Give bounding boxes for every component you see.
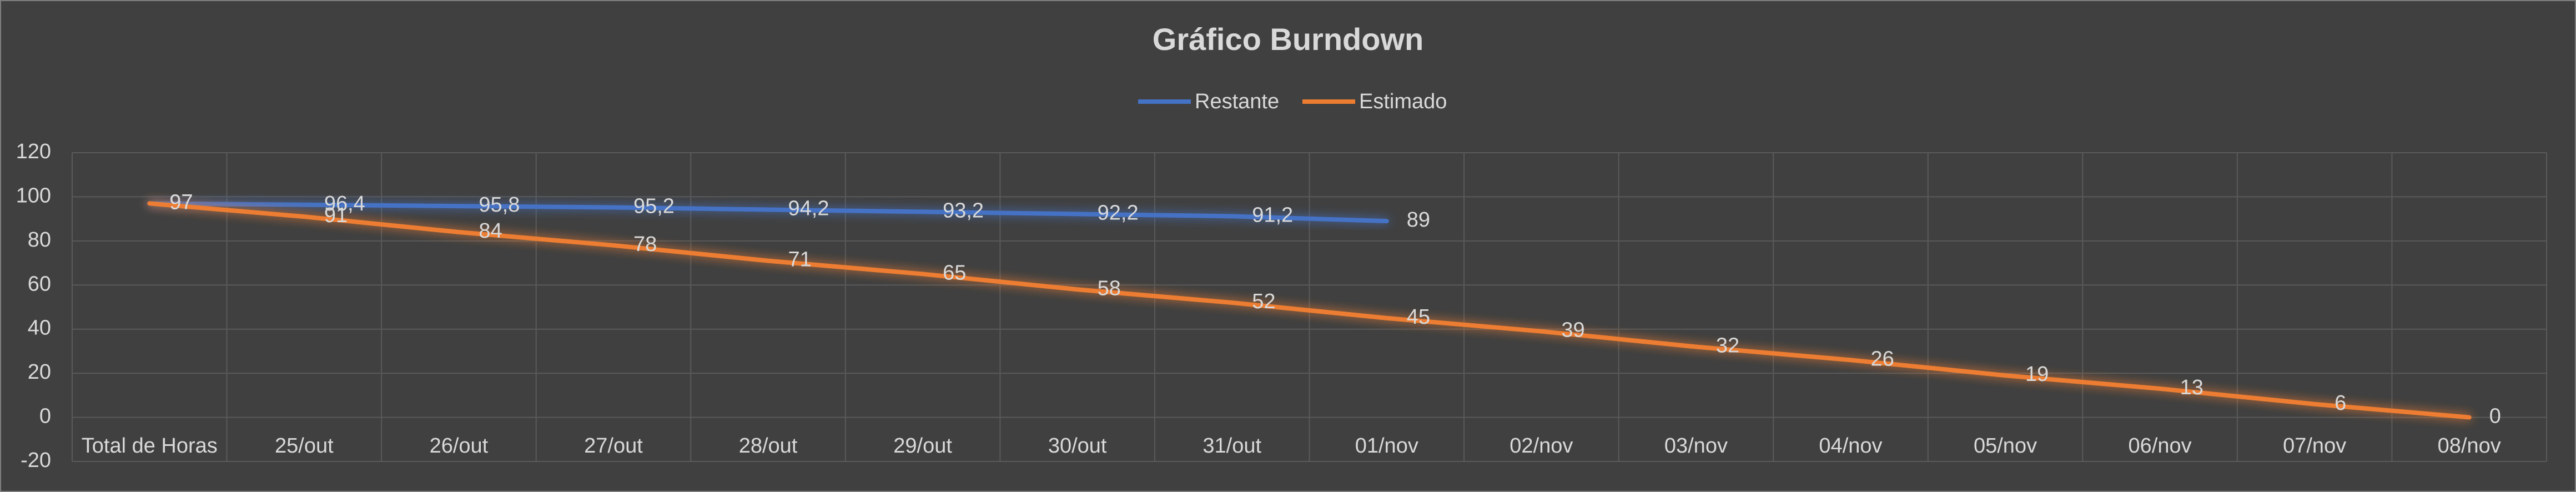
- legend-label: Restante: [1195, 90, 1279, 113]
- x-tick-label: 28/out: [739, 434, 798, 458]
- x-tick-label: 27/out: [584, 434, 643, 458]
- data-label: 89: [1407, 208, 1430, 232]
- x-tick-label: 31/out: [1203, 434, 1261, 458]
- y-tick-label: 0: [39, 405, 51, 428]
- data-label: 26: [1870, 347, 1894, 370]
- x-tick-label: 29/out: [893, 434, 952, 458]
- x-tick-label: 06/nov: [2129, 434, 2192, 458]
- x-tick-label: 02/nov: [1510, 434, 1573, 458]
- data-label: 52: [1252, 290, 1275, 313]
- x-tick-label: 30/out: [1048, 434, 1107, 458]
- data-label: 39: [1561, 319, 1584, 342]
- y-tick-label: 80: [28, 228, 51, 252]
- data-label: 96,4: [324, 192, 365, 215]
- data-label: 0: [2489, 405, 2501, 428]
- data-label: 58: [1098, 277, 1121, 300]
- data-label: 78: [633, 233, 657, 256]
- y-tick-label: 40: [28, 317, 51, 340]
- x-tick-label: 26/out: [430, 434, 489, 458]
- x-tick-label: 07/nov: [2283, 434, 2346, 458]
- data-label: 92,2: [1098, 201, 1139, 224]
- y-tick-label: 120: [16, 140, 51, 163]
- x-tick-label: 05/nov: [1974, 434, 2037, 458]
- y-tick-label: 100: [16, 184, 51, 207]
- x-tick-label: 03/nov: [1664, 434, 1728, 458]
- x-tick-label: 01/nov: [1355, 434, 1418, 458]
- data-label: 93,2: [943, 199, 984, 222]
- data-label: 97: [169, 190, 193, 214]
- data-label: 84: [479, 219, 502, 243]
- series-line: [147, 201, 2472, 420]
- y-tick-label: 60: [28, 272, 51, 295]
- data-label: 94,2: [788, 197, 829, 220]
- data-label: 95,8: [479, 193, 520, 217]
- y-tick-label: 20: [28, 360, 51, 384]
- data-label: 95,2: [633, 195, 675, 218]
- data-label: 91,2: [1252, 203, 1293, 227]
- data-label: 32: [1716, 334, 1739, 358]
- x-tick-label: 25/out: [275, 434, 334, 458]
- data-label: 91: [324, 204, 348, 227]
- data-label: 71: [788, 248, 812, 272]
- y-tick-label: -20: [21, 449, 51, 472]
- data-label: 19: [2025, 363, 2049, 386]
- series-line: [147, 201, 1389, 224]
- x-tick-label: 04/nov: [1819, 434, 1882, 458]
- data-label: 6: [2334, 391, 2346, 415]
- x-tick-label: Total de Horas: [82, 434, 218, 458]
- data-label: 13: [2180, 376, 2203, 399]
- x-tick-label: 08/nov: [2438, 434, 2501, 458]
- legend-label: Estimado: [1359, 90, 1447, 113]
- chart-title: Gráfico Burndown: [1153, 22, 1423, 57]
- data-label: 65: [943, 261, 966, 284]
- data-label: 45: [1407, 305, 1430, 329]
- data-label: 97: [169, 190, 193, 214]
